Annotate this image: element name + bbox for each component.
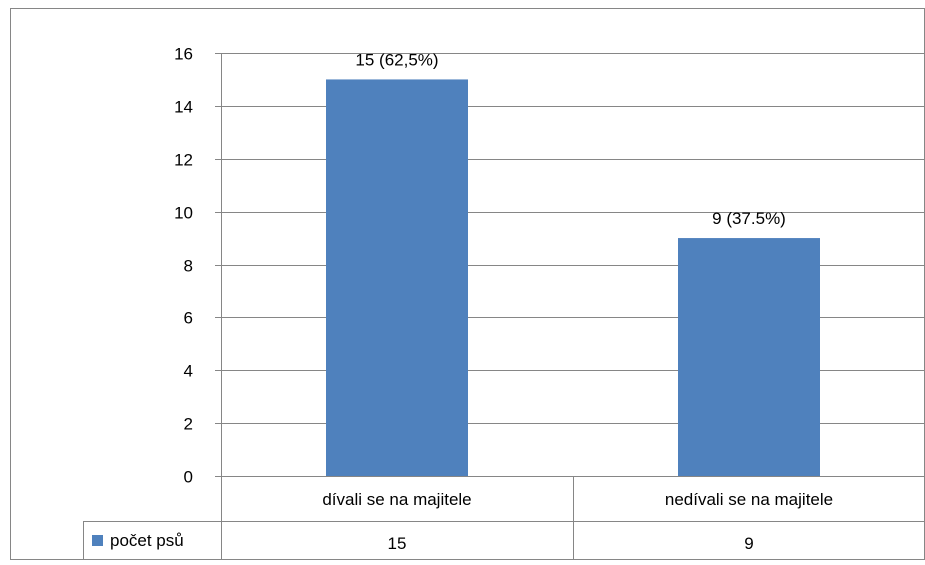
- y-tick-label: 4: [184, 362, 193, 381]
- legend-label: počet psů: [110, 531, 184, 550]
- bar: [678, 238, 820, 476]
- y-tick-label: 10: [174, 204, 193, 223]
- y-tick-label: 16: [174, 45, 193, 64]
- table-value-cell: 15: [388, 534, 407, 553]
- legend-swatch: [92, 535, 103, 546]
- y-tick-label: 6: [184, 309, 193, 328]
- bar: [326, 79, 468, 476]
- data-label: 9 (37.5%): [712, 209, 786, 228]
- bars: [326, 79, 820, 476]
- x-category-label: dívali se na majitele: [322, 490, 471, 509]
- y-tick-label: 8: [184, 257, 193, 276]
- y-tick-label: 14: [174, 98, 193, 117]
- y-tick-label: 12: [174, 151, 193, 170]
- data-labels: 15 (62,5%) 9 (37.5%): [355, 50, 785, 228]
- y-axis: 0 2 4 6 8 10 12 14 16: [174, 45, 222, 560]
- table-value-cell: 9: [744, 534, 753, 553]
- y-tick-label: 0: [184, 468, 193, 487]
- data-label: 15 (62,5%): [355, 50, 438, 69]
- y-tick-label: 2: [184, 415, 193, 434]
- x-category-label: nedívali se na majitele: [665, 490, 833, 509]
- data-table: dívali se na majitele 15 nedívali se na ma…: [83, 476, 925, 560]
